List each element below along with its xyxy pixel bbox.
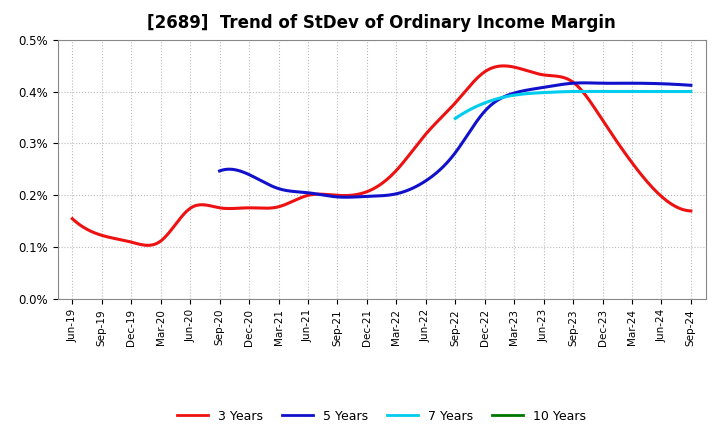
3 Years [577,88,586,93]
5 Years [342,194,351,200]
5 Years [471,121,480,126]
3 Years [366,187,375,193]
3 Years [437,114,446,120]
7 Years [451,116,459,121]
7 Years [580,89,588,94]
5 Years [580,80,588,85]
3 Years [363,189,372,194]
3 Years [143,243,152,248]
5 Years [443,160,451,165]
Line: 7 Years: 7 Years [455,92,691,118]
7 Years [687,89,696,94]
Legend: 3 Years, 5 Years, 7 Years, 10 Years: 3 Years, 5 Years, 7 Years, 10 Years [172,405,591,428]
Title: [2689]  Trend of StDev of Ordinary Income Margin: [2689] Trend of StDev of Ordinary Income… [147,15,616,33]
5 Years [677,82,685,87]
7 Years [644,89,653,94]
7 Years [564,89,573,94]
Line: 3 Years: 3 Years [72,66,691,246]
5 Years [497,95,505,101]
3 Years [68,216,76,221]
7 Years [563,89,572,94]
5 Years [603,81,612,86]
3 Years [687,208,696,213]
5 Years [687,83,696,88]
7 Years [592,89,600,94]
3 Years [674,205,683,211]
7 Years [578,89,587,94]
3 Years [404,154,413,159]
Line: 5 Years: 5 Years [220,83,691,197]
5 Years [215,169,224,174]
5 Years [440,163,449,168]
3 Years [500,63,508,69]
7 Years [681,89,690,94]
